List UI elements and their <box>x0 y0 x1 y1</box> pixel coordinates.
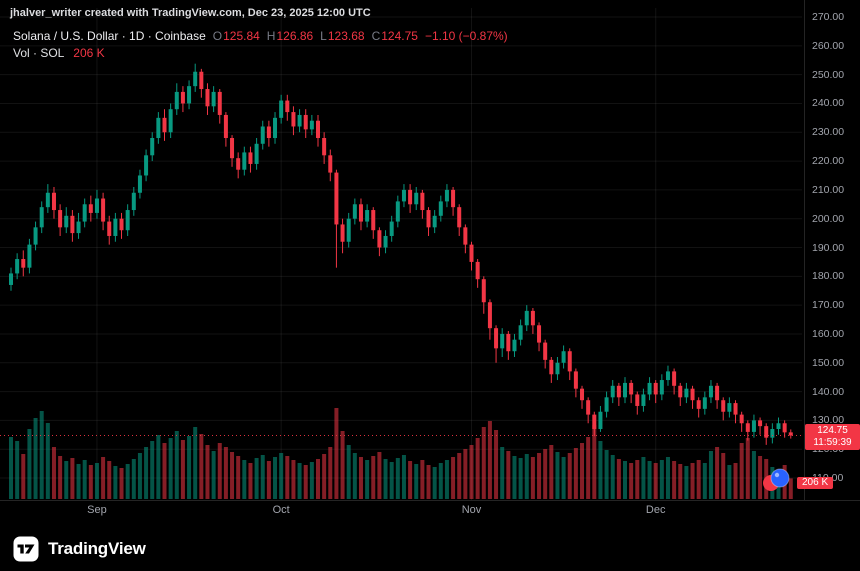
time-axis-label: Dec <box>645 504 666 516</box>
footer-bar: TradingView <box>0 526 860 571</box>
low-label: L <box>320 29 327 43</box>
price-axis-label: 220.00 <box>812 155 845 168</box>
price-axis-label: 140.00 <box>812 385 845 398</box>
low-value: 123.68 <box>327 29 365 43</box>
chart-legend: Solana / U.S. Dollar · 1D · Coinbase O 1… <box>13 29 508 60</box>
symbol-title[interactable]: Solana / U.S. Dollar · 1D · Coinbase <box>13 29 206 43</box>
price-axis-label: 250.00 <box>812 68 845 81</box>
time-axis-label: Sep <box>87 504 107 516</box>
price-axis-label: 160.00 <box>812 327 845 340</box>
price-axis-label: 130.00 <box>812 414 845 427</box>
volume-value: 206 K <box>73 46 105 60</box>
legend-row-volume: Vol · SOL 206 K <box>13 46 508 60</box>
high-label: H <box>266 29 276 43</box>
time-axis[interactable]: Sep Oct Nov Dec <box>0 500 804 522</box>
price-axis-label: 180.00 <box>812 270 845 283</box>
bar-countdown: 11:59:39 <box>813 436 852 448</box>
close-value: 124.75 <box>381 29 418 43</box>
price-axis-label: 170.00 <box>812 299 845 312</box>
attribution-text: jhalver_writer created with TradingView.… <box>10 7 371 19</box>
open-label: O <box>212 29 223 43</box>
time-axis-label: Oct <box>272 504 290 516</box>
tradingview-logo-icon <box>13 536 39 561</box>
price-axis-label: 190.00 <box>812 241 845 254</box>
high-value: 126.86 <box>276 29 314 43</box>
time-axis-label: Nov <box>461 504 482 516</box>
price-axis-label: 240.00 <box>812 97 845 110</box>
change-value: −1.10 (−0.87%) <box>424 29 508 43</box>
price-axis-label: 270.00 <box>812 11 845 23</box>
price-axis-label: 260.00 <box>812 39 845 52</box>
legend-row-symbol: Solana / U.S. Dollar · 1D · Coinbase O 1… <box>13 29 508 43</box>
last-price-badge: 124.75 11:59:39 <box>805 423 860 450</box>
price-chart[interactable] <box>0 0 860 525</box>
volume-label[interactable]: Vol · SOL <box>13 46 64 60</box>
price-axis-label: 150.00 <box>812 356 845 369</box>
price-axis-label: 230.00 <box>812 126 845 139</box>
close-label: C <box>371 29 381 43</box>
volume-badge: 206 K <box>797 477 834 489</box>
price-axis-label: 200.00 <box>812 212 845 225</box>
price-axis-label: 210.00 <box>812 183 845 196</box>
last-price-value: 124.75 <box>817 424 848 436</box>
sticker-icon <box>760 466 792 499</box>
open-value: 125.84 <box>223 29 260 43</box>
tradingview-logo[interactable]: TradingView <box>13 536 146 562</box>
tradingview-wordmark: TradingView <box>48 538 146 558</box>
